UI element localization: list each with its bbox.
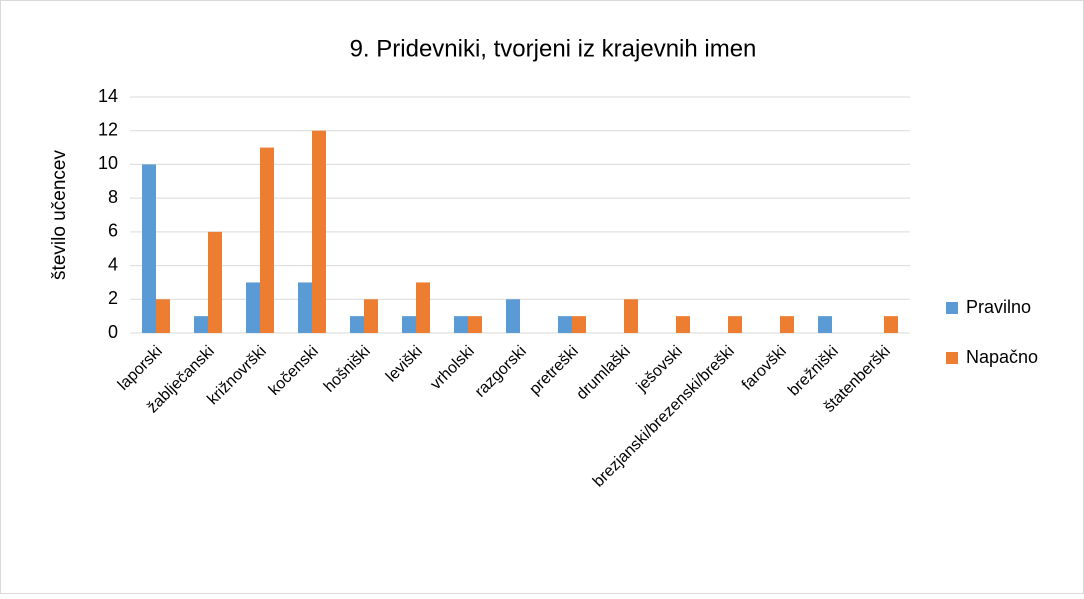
bar — [142, 164, 156, 333]
bar — [572, 316, 586, 333]
bar — [884, 316, 898, 333]
bar — [350, 316, 364, 333]
y-tick-label: 14 — [98, 86, 118, 106]
bar — [506, 299, 520, 333]
y-tick-label: 8 — [108, 187, 118, 207]
y-axis-label: število učencev — [49, 150, 70, 280]
bar — [780, 316, 794, 333]
legend-label: Napačno — [966, 347, 1038, 367]
legend-swatch — [946, 352, 958, 364]
bar — [402, 316, 416, 333]
y-tick-label: 4 — [108, 254, 118, 274]
bar — [624, 299, 638, 333]
bar — [676, 316, 690, 333]
bar — [468, 316, 482, 333]
y-tick-label: 2 — [108, 288, 118, 308]
chart-title: 9. Pridevniki, tvorjeni iz krajevnih ime… — [350, 35, 757, 62]
bar — [364, 299, 378, 333]
bar — [260, 147, 274, 333]
bar — [208, 231, 222, 333]
y-tick-label: 6 — [108, 221, 118, 241]
legend-label: Pravilno — [966, 297, 1031, 317]
bar — [156, 299, 170, 333]
bar — [558, 316, 572, 333]
legend-swatch — [946, 302, 958, 314]
bar — [454, 316, 468, 333]
y-tick-label: 0 — [108, 322, 118, 342]
bar — [416, 282, 430, 333]
bar — [728, 316, 742, 333]
y-tick-label: 12 — [98, 119, 118, 139]
bar — [312, 130, 326, 333]
bar — [818, 316, 832, 333]
bar — [246, 282, 260, 333]
bar — [298, 282, 312, 333]
bar — [194, 316, 208, 333]
y-tick-label: 10 — [98, 153, 118, 173]
